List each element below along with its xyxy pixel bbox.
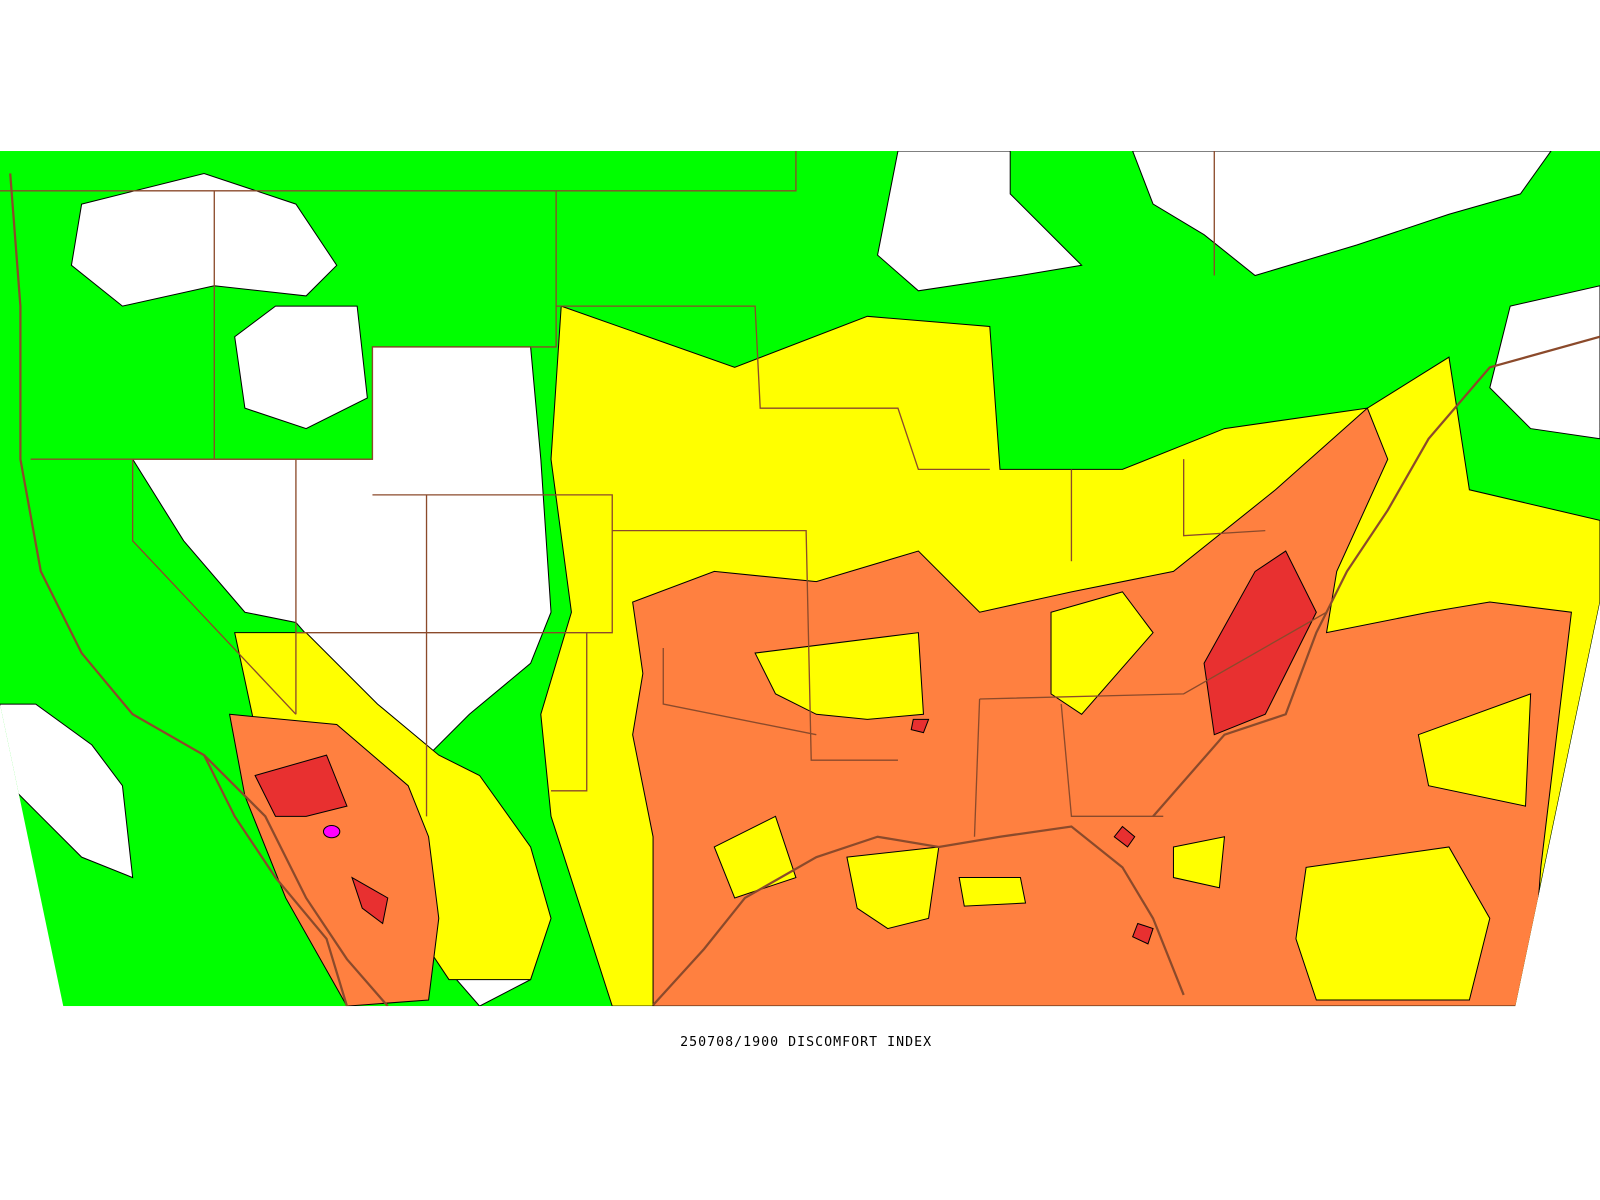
yellow-patches: [713, 591, 1532, 1001]
map-field: [0, 151, 1600, 1007]
magenta-zone: [322, 825, 341, 839]
red-zones: [254, 550, 1317, 945]
white-zones: [0, 151, 1600, 1007]
boundaries: [0, 151, 1600, 1007]
map-caption: 250708/1900 DISCOMFORT INDEX: [680, 1035, 932, 1050]
